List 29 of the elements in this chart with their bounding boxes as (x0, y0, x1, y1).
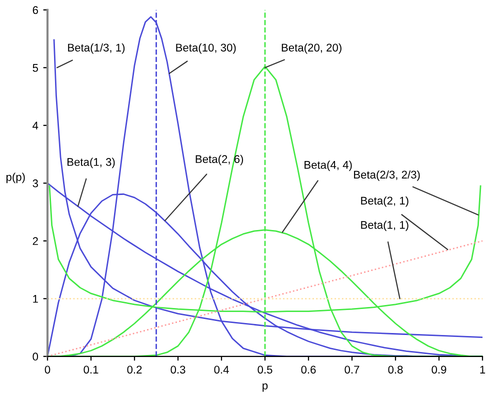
x-tick-label: 0.2 (127, 366, 142, 374)
x-tick-label: 0.4 (214, 366, 229, 374)
x-tick-label: 0 (44, 366, 50, 374)
annotation: Beta(1, 1) (361, 220, 408, 232)
x-tick-label: 0.5 (258, 366, 272, 374)
annotation: Beta(10, 30) (176, 43, 236, 54)
y-tick-label: 0 (32, 352, 38, 361)
y-axis-title: p(p) (6, 172, 25, 184)
x-axis-title: p (262, 383, 268, 392)
y-tick-label: 5 (32, 64, 38, 72)
annotation: Beta(4, 4) (304, 160, 352, 171)
y-tick-label: 1 (33, 295, 38, 303)
annotation: Beta(2/3, 2/3) (354, 170, 420, 181)
y-tick-label: 2 (32, 237, 38, 245)
annotation: Beta(1, 3) (68, 158, 115, 168)
y-tick-label: 6 (32, 6, 38, 14)
x-tick-label: 0.6 (301, 366, 316, 374)
annotation: Beta(1/3, 1) (68, 43, 125, 54)
x-tick-label: 0.1 (84, 366, 98, 374)
annotation: Beta(20, 20) (282, 43, 342, 54)
x-tick-label: 1 (480, 366, 486, 374)
x-tick-label: 0.7 (344, 366, 360, 374)
annotation: Beta(2, 1) (361, 196, 408, 207)
x-tick-label: 0.3 (170, 366, 186, 374)
annotation: Beta(2, 6) (196, 154, 244, 166)
x-tick-label: 0.9 (432, 366, 446, 374)
y-tick-label: 3 (32, 179, 38, 188)
y-tick-label: 4 (32, 122, 38, 130)
x-tick-label: 0.8 (388, 366, 403, 374)
